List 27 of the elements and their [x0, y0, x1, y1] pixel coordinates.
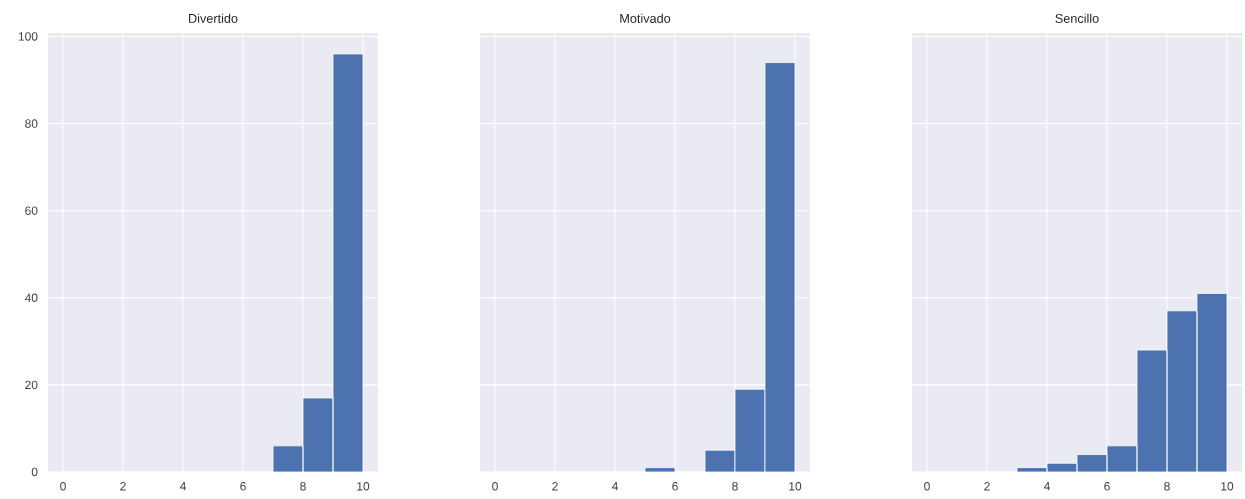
x-tick-label: 2 [984, 482, 990, 491]
x-tick-label: 4 [1043, 482, 1050, 491]
x-tick-label: 8 [732, 482, 738, 491]
y-tick-label: 40 [24, 293, 38, 303]
y-tick-label: 100 [18, 32, 38, 41]
y-tick-label: 0 [31, 467, 38, 477]
x-tick-label: 2 [120, 482, 126, 491]
chart-title: Motivado [620, 13, 671, 23]
chart-title: Divertido [189, 13, 238, 23]
y-tick-label: 80 [25, 119, 38, 128]
x-tick-label: 10 [789, 482, 802, 491]
x-tick-label: 4 [179, 482, 186, 491]
chart-title: Sencillo [1055, 13, 1099, 23]
x-tick-label: 2 [552, 482, 558, 491]
x-tick-label: 0 [924, 482, 930, 491]
x-tick-label: 0 [60, 482, 66, 491]
x-tick-label: 8 [300, 482, 306, 491]
y-tick-label: 20 [25, 380, 38, 390]
x-tick-label: 6 [672, 482, 678, 491]
x-tick-label: 10 [1221, 482, 1234, 491]
x-tick-label: 6 [240, 482, 246, 491]
x-tick-label: 0 [492, 482, 498, 491]
x-tick-label: 6 [1104, 482, 1110, 491]
x-tick-label: 4 [611, 482, 618, 491]
x-tick-label: 10 [357, 482, 370, 491]
y-tick-label: 60 [25, 206, 38, 215]
x-tick-label: 8 [1164, 482, 1170, 491]
